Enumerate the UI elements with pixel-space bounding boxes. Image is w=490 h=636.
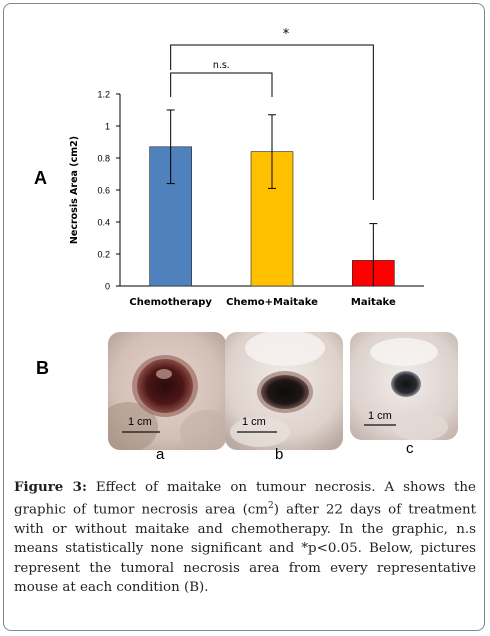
y-tick-label: 1.2 (97, 90, 110, 100)
photo-letter-a: a (156, 446, 165, 463)
y-tick-label: 1 (105, 122, 110, 132)
tumor-photo-c (350, 332, 458, 440)
caption-sup: 2 (268, 501, 274, 512)
panel-a-label: A (34, 168, 47, 188)
photo-letter-b: b (275, 446, 284, 463)
photo-chemo-maitake: 1 cm (225, 332, 343, 450)
figure-caption: Figure 3: Effect of maitake on tumour ne… (14, 478, 476, 597)
caption-label: Figure 3: (14, 479, 87, 495)
caption-text-2: ) after 22 days of treatment with or wit… (14, 502, 477, 595)
y-tick-label: 0 (105, 282, 110, 292)
tumor-photo-b (225, 332, 343, 450)
y-tick-label: 0.4 (97, 218, 110, 228)
photo-chemotherapy: 1 cm (108, 332, 226, 450)
scale-label-b: 1 cm (242, 416, 266, 428)
photo-maitake: 1 cm (350, 332, 458, 440)
photo-letter-c: c (406, 440, 414, 457)
scale-label-c: 1 cm (368, 410, 392, 422)
y-axis-title: Necrosis Area (cm2) (69, 136, 80, 244)
x-tick-label: Chemo+Maitake (226, 297, 318, 308)
y-tick-label: 0.6 (97, 186, 110, 196)
panel-b-label: B (36, 358, 49, 378)
y-tick-label: 0.2 (97, 250, 110, 260)
caption-text-1: Effect of maitake on tumour necrosis. A … (14, 480, 476, 518)
significance-bracket (170, 72, 273, 97)
necrosis-bar-chart: 0 0.2 0.4 0.6 0.8 1 1.2 Necrosis Area (cm2) Chem… (69, 27, 424, 308)
x-tick-label: Chemotherapy (129, 297, 212, 308)
x-tick-label: Maitake (351, 297, 396, 308)
significance-label: * (283, 27, 290, 42)
y-tick-label: 0.8 (97, 154, 110, 164)
significance-bracket (170, 44, 374, 200)
tumor-photo-a (108, 332, 226, 450)
scale-label-a: 1 cm (128, 416, 152, 428)
significance-label: n.s. (213, 60, 230, 71)
figure-frame (3, 3, 485, 631)
